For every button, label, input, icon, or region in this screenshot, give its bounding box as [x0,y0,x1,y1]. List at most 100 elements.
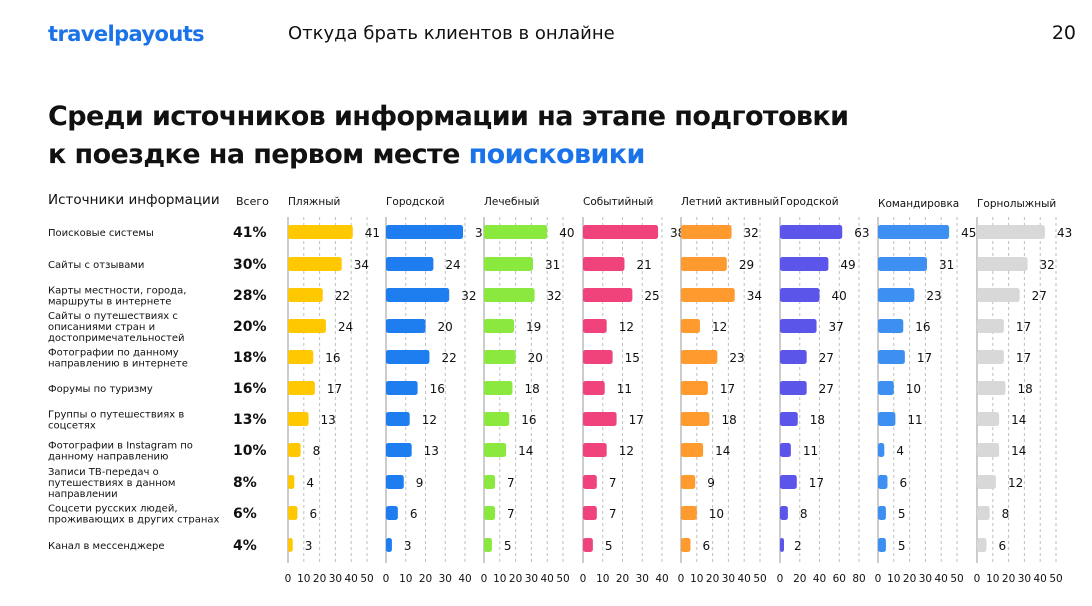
value-label: 17 [917,351,932,365]
tick-label: 40 [935,573,948,585]
bar [288,538,293,552]
tick-label: 30 [1018,573,1031,585]
tick-label: 40 [458,573,471,585]
category-label: Сайты с отзывами [48,260,144,271]
value-label: 27 [1032,289,1047,303]
bar [681,506,697,520]
bar [780,538,784,552]
value-label: 8 [1002,507,1010,521]
total-value: 10% [233,443,267,459]
tick-label: 30 [525,573,538,585]
value-label: 18 [1017,382,1032,396]
value-label: 16 [521,413,536,427]
bar [386,443,412,457]
value-label: 14 [518,444,533,458]
value-label: 12 [1008,476,1023,490]
value-label: 5 [898,507,906,521]
value-label: 16 [325,351,340,365]
headline-accent: поисковики [468,139,646,170]
bar [977,257,1028,271]
tick-label: 0 [777,573,784,585]
bar [878,412,896,426]
value-label: 9 [416,476,424,490]
value-label: 24 [338,320,353,334]
value-label: 21 [636,258,651,272]
tick-label: 20 [1002,573,1015,585]
tick-label: 30 [722,573,735,585]
bar [780,350,807,364]
value-label: 2 [794,539,802,553]
bar [484,506,496,520]
value-label: 17 [629,413,644,427]
tick-label: 20 [616,573,629,585]
bar [977,381,1006,395]
value-label: 8 [800,507,808,521]
bar [386,257,434,271]
bar [780,319,817,333]
bar [977,475,996,489]
bar [780,475,797,489]
value-label: 10 [906,382,921,396]
value-label: 49 [840,258,855,272]
panel-title: Летний активный [681,196,779,208]
value-label: 17 [1016,320,1031,334]
bar [681,412,710,426]
bar [288,475,295,489]
value-label: 16 [430,382,445,396]
category-label: Форумы по туризму [48,384,153,395]
value-label: 11 [803,444,818,458]
value-label: 17 [327,382,342,396]
value-label: 24 [445,258,460,272]
total-value: 28% [233,288,267,304]
tick-label: 30 [919,573,932,585]
bar [583,319,607,333]
value-label: 5 [504,539,512,553]
panel-title: Горнолыжный [977,198,1056,210]
tick-label: 40 [813,573,826,585]
value-label: 23 [729,351,744,365]
total-value: 30% [233,257,267,273]
value-label: 18 [524,382,539,396]
value-label: 13 [424,444,439,458]
value-label: 14 [1011,444,1026,458]
panel-title: Событийный [583,196,653,208]
bar [484,381,513,395]
total-header: Всего [236,195,269,208]
value-label: 6 [702,539,710,553]
page-number: 20 [1051,22,1076,44]
bar [484,538,492,552]
header-title: Откуда брать клиентов в онлайне [288,23,615,44]
value-label: 4 [896,444,904,458]
value-label: 3 [305,539,313,553]
total-value: 18% [233,350,267,366]
value-label: 7 [507,507,515,521]
tick-label: 30 [329,573,342,585]
tick-label: 10 [986,573,999,585]
bar [583,225,659,239]
category-label: Карты местности, города, маршруты в интер… [48,286,186,308]
bar [977,443,1000,457]
total-value: 13% [233,412,267,428]
bar [681,257,727,271]
bar [583,350,613,364]
value-label: 4 [306,476,314,490]
tick-label: 10 [596,573,609,585]
category-label: Сайты о путешествиях с описаниями стран и… [48,311,184,344]
tick-label: 50 [360,573,373,585]
bar [977,412,1000,426]
bar [878,443,885,457]
bar [977,350,1004,364]
bar [681,538,691,552]
value-label: 25 [644,289,659,303]
value-label: 17 [720,382,735,396]
value-label: 7 [609,476,617,490]
category-label: Записи ТВ-передач о путешествиях в данном… [48,467,175,500]
bar [977,225,1045,239]
tick-label: 0 [678,573,685,585]
value-label: 13 [321,413,336,427]
tick-label: 30 [439,573,452,585]
value-label: 45 [961,226,976,240]
category-label: Поисковые системы [48,228,154,239]
value-label: 18 [721,413,736,427]
value-label: 32 [1040,258,1055,272]
